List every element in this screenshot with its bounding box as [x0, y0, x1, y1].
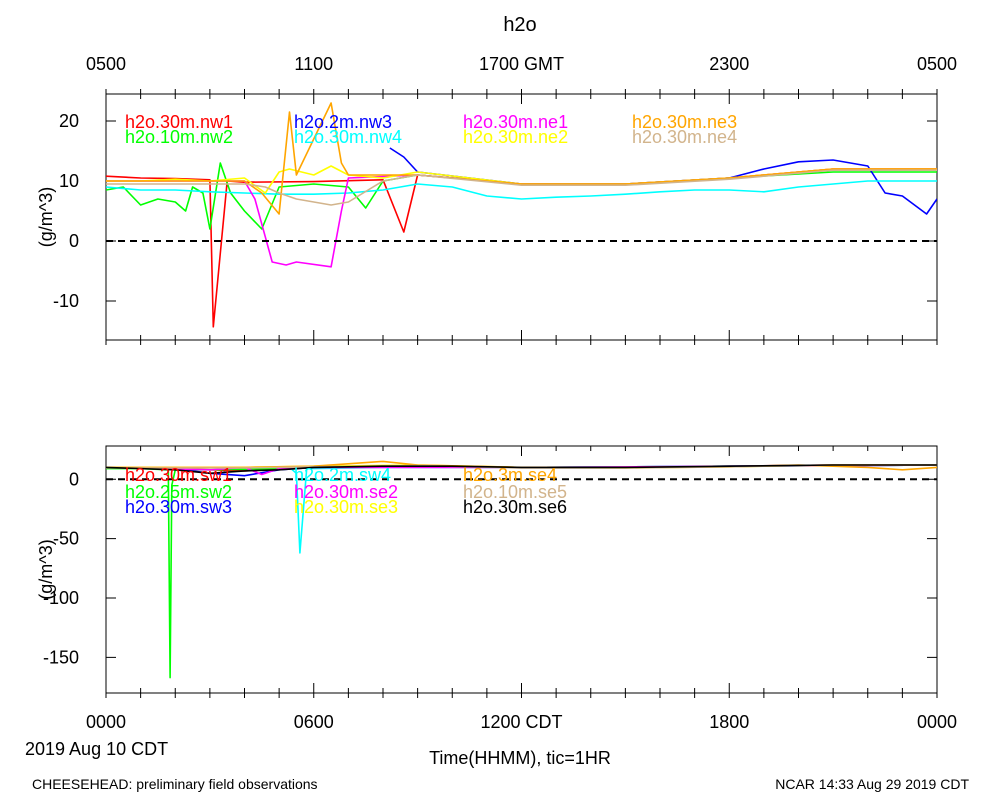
y-axis-label: (g/m^3)	[36, 187, 56, 247]
legend-entry: h2o.30m.nw1	[125, 112, 233, 132]
y-tick-label: -100	[43, 588, 79, 608]
legend-entry: h2o.30m.se6	[463, 497, 567, 517]
series-group	[106, 102, 937, 328]
legend-entry: h2o.10m.nw2	[125, 127, 233, 147]
series-line-h2o.30m.ne4	[106, 169, 937, 206]
legend-entry: h2o.30m.ne3	[632, 112, 737, 132]
x-axis-label: Time(HHMM), tic=1HR	[429, 748, 611, 768]
y-tick-label: 10	[59, 171, 79, 191]
footer-left: CHEESEHEAD: preliminary field observatio…	[32, 776, 318, 792]
legend-entry: h2o.30m.ne1	[463, 112, 568, 132]
footer-right: NCAR 14:33 Aug 29 2019 CDT	[775, 776, 969, 792]
series-line-h2o.10m.nw2	[106, 162, 937, 230]
top-axis-ticks: 0500 1100 1700 GMT 2300 0500	[86, 54, 957, 74]
y-axis-label: (g/m^3)	[36, 539, 56, 599]
lower-panel: 0 -50 -100 -150 (g/m^3) h2o.30m.sw1h2o.25m.sw…	[36, 445, 938, 698]
y-tick-label: -150	[43, 647, 79, 667]
top-tick-label: 1700 GMT	[479, 54, 564, 74]
y-tick-label: 20	[59, 111, 79, 131]
legend-entry: h2o.3m.se4	[463, 465, 557, 485]
series-line-h2o.30m.nw4	[106, 180, 937, 200]
y-tick-label: -10	[53, 291, 79, 311]
top-tick-label: 0500	[86, 54, 126, 74]
bottom-axis-ticks: 0000 0600 1200 CDT 1800 0000	[86, 712, 957, 732]
bottom-tick-label: 0600	[294, 712, 334, 732]
y-tick-label: 0	[69, 469, 79, 489]
bottom-tick-label: 0000	[86, 712, 126, 732]
series-line-h2o.30m.se6	[106, 464, 937, 475]
y-tick-label: -50	[53, 529, 79, 549]
chart-title: h2o	[503, 14, 536, 36]
legend-entry: h2o.30m.se3	[294, 497, 398, 517]
legend-entry: h2o.30m.sw3	[125, 497, 232, 517]
legend-entry: h2o.30m.ne2	[463, 127, 568, 147]
bottom-tick-label: 1800	[709, 712, 749, 732]
top-tick-label: 2300	[709, 54, 749, 74]
legend-entry: h2o.25m.sw2	[125, 482, 232, 502]
legend-entry: h2o.30m.se2	[294, 482, 398, 502]
legend-entry: h2o.30m.sw1	[125, 465, 232, 485]
date-label: 2019 Aug 10 CDT	[25, 739, 168, 759]
legend-entry: h2o.2m.nw3	[294, 112, 392, 132]
top-tick-label: 0500	[917, 54, 957, 74]
legend-entry: h2o.2m.sw4	[294, 465, 391, 485]
series-line-h2o.30m.ne3	[106, 102, 937, 215]
y-tick-label: 0	[69, 231, 79, 251]
series-group	[106, 460, 937, 679]
legend-entry: h2o.30m.ne4	[632, 127, 737, 147]
legend-entry: h2o.10m.se5	[463, 482, 567, 502]
bottom-tick-label: 1200 CDT	[480, 712, 562, 732]
top-tick-label: 1100	[294, 54, 333, 74]
bottom-tick-label: 0000	[917, 712, 957, 732]
legend-entry: h2o.30m.nw4	[294, 127, 402, 147]
